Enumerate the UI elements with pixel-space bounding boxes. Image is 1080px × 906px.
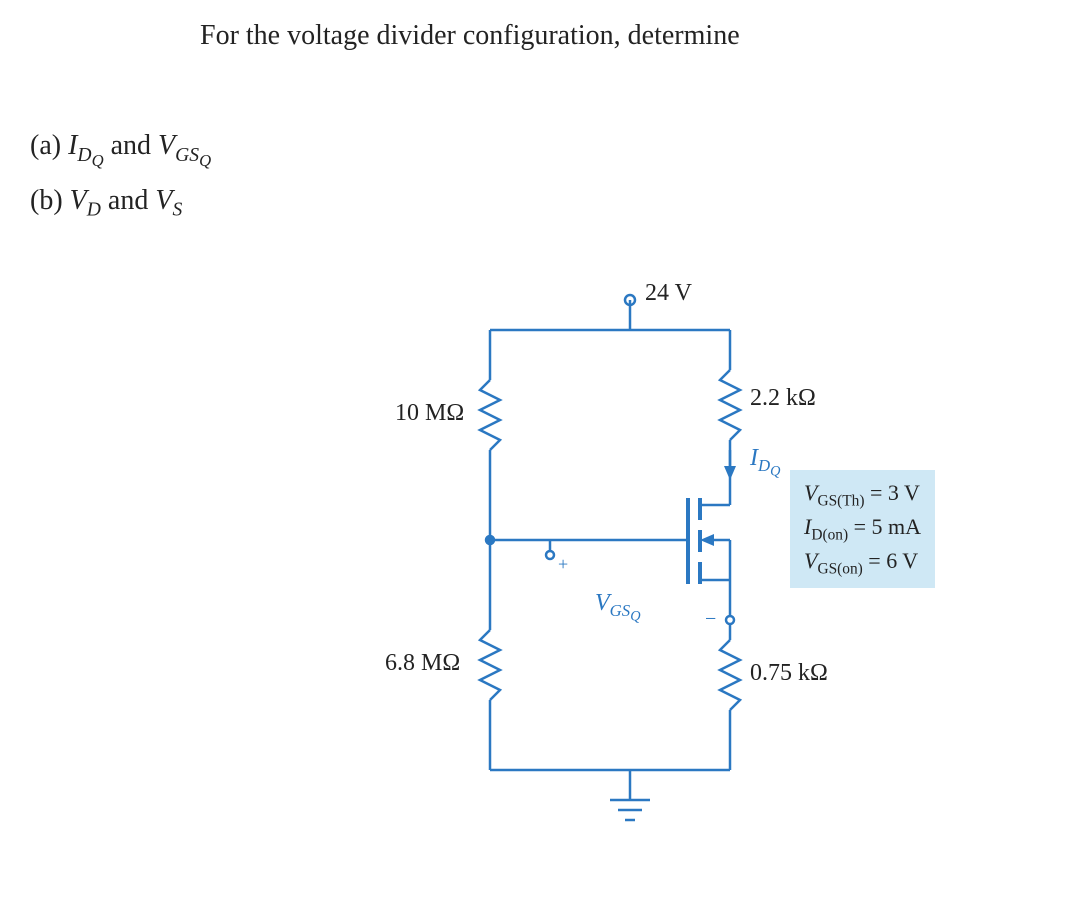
r1-label: 10 MΩ: [395, 400, 464, 427]
svg-text:−: −: [705, 608, 716, 630]
circuit-diagram: + − 24 V 10 MΩ 6.8 MΩ 2.2 kΩ 0.75 kΩ IDQ…: [330, 280, 1030, 840]
mosfet-params: VGS(Th) = 3 V ID(on) = 5 mA VGS(on) = 6 …: [790, 470, 935, 588]
vd-symbol: VD: [70, 185, 101, 216]
idon-line: ID(on) = 5 mA: [804, 512, 921, 546]
part-b-prefix: (b): [30, 185, 70, 216]
part-b-mid: and: [101, 185, 155, 216]
vgson-line: VGS(on) = 6 V: [804, 546, 921, 580]
rs-label: 0.75 kΩ: [750, 660, 828, 687]
vgsq-label: VGSQ: [595, 590, 641, 625]
idq-symbol: IDQ: [68, 130, 104, 161]
part-b: (b) VD and VS: [30, 185, 182, 222]
svg-text:+: +: [558, 554, 568, 574]
rd-label: 2.2 kΩ: [750, 385, 816, 412]
part-a-prefix: (a): [30, 130, 68, 161]
vgsq-symbol: VGSQ: [158, 130, 211, 161]
vs-symbol: VS: [155, 185, 182, 216]
vgsth-line: VGS(Th) = 3 V: [804, 478, 921, 512]
part-a-mid: and: [104, 130, 158, 161]
part-a: (a) IDQ and VGSQ: [30, 130, 211, 171]
idq-current-label: IDQ: [750, 445, 780, 480]
question-stem: For the voltage divider configuration, d…: [200, 20, 740, 52]
supply-label: 24 V: [645, 280, 692, 307]
r2-label: 6.8 MΩ: [385, 650, 460, 677]
